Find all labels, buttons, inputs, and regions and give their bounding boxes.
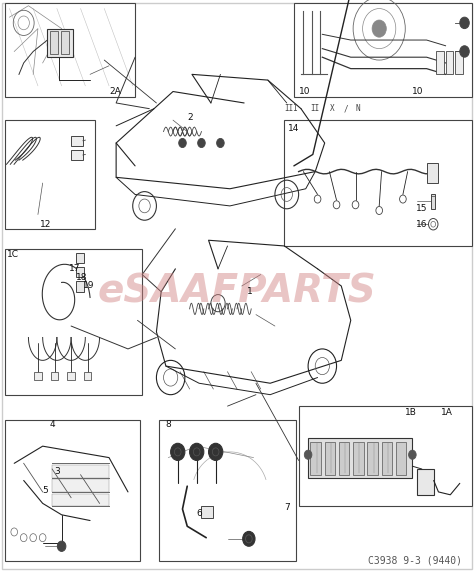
Text: eSAAFPARTS: eSAAFPARTS [98, 273, 376, 311]
Circle shape [304, 450, 312, 459]
Text: 4: 4 [50, 420, 55, 429]
Circle shape [372, 20, 386, 37]
Text: 17: 17 [69, 264, 80, 273]
Bar [52, 494, 109, 506]
Circle shape [409, 450, 416, 459]
Text: 1: 1 [246, 287, 252, 296]
Bar [201, 506, 213, 518]
Text: N: N [356, 104, 360, 113]
Text: 10: 10 [299, 87, 310, 96]
Text: III: III [284, 104, 299, 113]
Bar [299, 406, 472, 506]
Bar [325, 442, 335, 475]
Text: 3: 3 [55, 467, 60, 476]
Text: X: X [329, 104, 334, 113]
Bar [5, 420, 140, 561]
Bar [50, 31, 58, 54]
Bar [308, 438, 412, 478]
Bar [310, 442, 321, 475]
Text: 6: 6 [197, 509, 202, 518]
Bar [76, 267, 84, 277]
Bar [396, 442, 406, 475]
Bar [353, 442, 364, 475]
Text: 14: 14 [288, 124, 300, 133]
Bar [71, 150, 83, 160]
Circle shape [179, 138, 186, 148]
Bar [382, 442, 392, 475]
Bar [51, 372, 58, 380]
Text: 2A: 2A [109, 87, 121, 96]
Circle shape [217, 138, 224, 148]
Bar [5, 3, 135, 97]
Text: /: / [344, 104, 348, 113]
Circle shape [57, 541, 66, 551]
Bar [5, 120, 95, 229]
Bar [34, 372, 42, 380]
Bar [431, 194, 435, 209]
Bar [455, 51, 463, 74]
Bar [84, 372, 91, 380]
Bar [427, 163, 438, 183]
Bar [159, 420, 296, 561]
Text: 7: 7 [284, 503, 290, 512]
Bar [339, 442, 349, 475]
Bar [294, 3, 472, 97]
Bar [446, 51, 453, 74]
Bar [436, 51, 444, 74]
Bar [47, 29, 73, 57]
Text: 5: 5 [43, 486, 48, 495]
Text: 2: 2 [187, 113, 193, 122]
Circle shape [209, 443, 223, 460]
Text: 15: 15 [416, 204, 428, 213]
Text: 10: 10 [412, 87, 424, 96]
Circle shape [243, 531, 255, 546]
Bar [284, 120, 472, 246]
Text: 1C: 1C [7, 250, 19, 259]
Bar [52, 465, 109, 478]
Text: 12: 12 [40, 220, 52, 229]
Bar [76, 253, 84, 263]
Text: 19: 19 [83, 281, 94, 291]
Circle shape [190, 443, 204, 460]
Bar [52, 479, 109, 492]
Bar [417, 469, 434, 495]
Bar [71, 136, 83, 146]
Text: 1B: 1B [405, 408, 417, 418]
Circle shape [460, 17, 469, 29]
Text: 16: 16 [416, 220, 428, 229]
Bar [61, 31, 69, 54]
Text: 1A: 1A [441, 408, 453, 418]
Text: 18: 18 [76, 273, 87, 282]
Bar [67, 372, 75, 380]
Bar [5, 249, 142, 395]
Text: 8: 8 [165, 420, 171, 429]
Text: II: II [310, 104, 320, 113]
Circle shape [198, 138, 205, 148]
Circle shape [171, 443, 185, 460]
Text: C3938 9-3 (9440): C3938 9-3 (9440) [368, 555, 462, 565]
Bar [367, 442, 378, 475]
Bar [76, 281, 84, 292]
Circle shape [460, 46, 469, 57]
